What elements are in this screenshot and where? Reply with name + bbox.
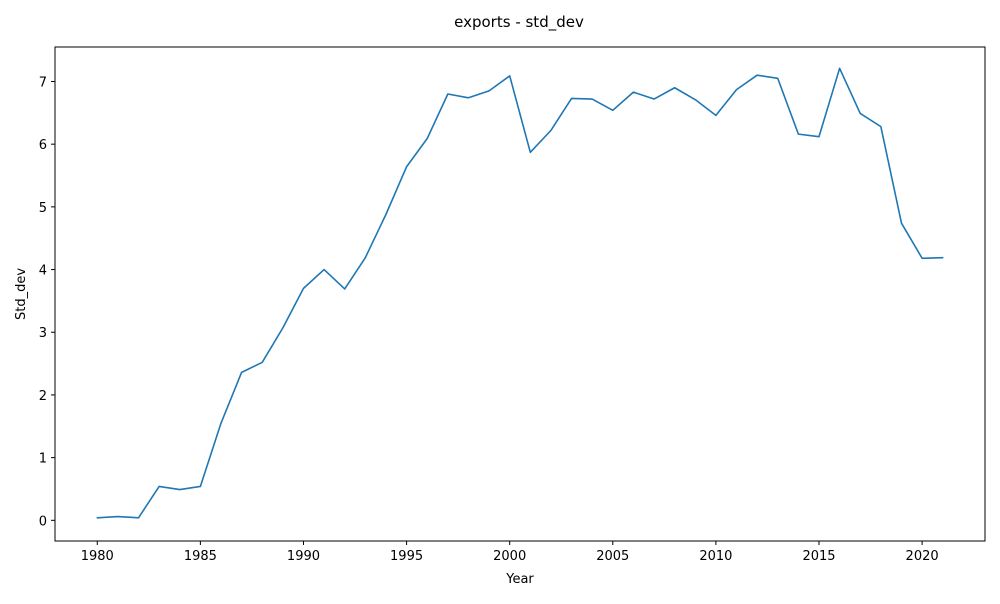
data-point [838,67,841,70]
data-point [219,422,222,425]
data-point [158,485,161,488]
x-tick-label: 2015 [802,549,835,564]
data-point [632,91,635,94]
y-tick-label: 4 [39,264,47,279]
x-tick-label: 1990 [287,549,320,564]
x-tick-label: 2000 [493,549,526,564]
x-tick-label: 1995 [390,549,423,564]
data-point [859,112,862,115]
y-axis-label: Std_dev [14,268,29,320]
data-point [591,98,594,101]
x-tick-label: 2010 [699,549,732,564]
y-tick-label: 3 [39,326,47,341]
x-tick-label: 2020 [906,549,939,564]
data-point [653,98,656,101]
data-point [508,74,511,77]
data-point [323,268,326,271]
data-point [570,97,573,100]
chart-title: exports - std_dev [454,13,584,32]
y-tick-label: 7 [39,75,47,90]
data-point [921,257,924,260]
data-point [281,326,284,329]
x-tick-label: 1985 [184,549,217,564]
data-point [879,125,882,128]
data-point [549,129,552,132]
data-point [529,151,532,154]
plot-frame [54,46,986,542]
y-tick-label: 0 [39,514,47,529]
data-point [818,135,821,138]
series-line [96,67,944,519]
y-axis-ticks: 0 1 2 3 4 5 6 7 [39,75,55,529]
data-point [137,516,140,519]
data-point [116,515,119,518]
data-point [240,371,243,374]
data-point [302,287,305,290]
x-axis-ticks: 1980 1985 1990 1995 2000 2005 2010 2015 2020 [81,541,939,564]
data-point [673,86,676,89]
x-tick-label: 2005 [596,549,629,564]
x-axis-label: Year [505,572,534,587]
x-tick-label: 1980 [81,549,114,564]
plot-area [96,67,944,519]
y-tick-label: 6 [39,138,47,153]
data-point [488,89,491,92]
data-point [199,485,202,488]
data-point [941,256,944,259]
data-point [405,165,408,168]
data-point [467,96,470,99]
y-tick-label: 2 [39,389,47,404]
data-point [96,516,99,519]
data-point [446,93,449,96]
data-point [694,98,697,101]
data-point [797,133,800,136]
y-tick-label: 1 [39,452,47,467]
data-point [900,222,903,225]
data-point [756,74,759,77]
y-tick-label: 5 [39,201,47,216]
data-point [611,109,614,112]
data-point [261,361,264,364]
data-point [714,114,717,117]
data-point [364,256,367,259]
data-point [384,213,387,216]
data-point [735,88,738,91]
data-point [776,77,779,80]
data-point [343,287,346,290]
data-point [426,137,429,140]
data-point [178,488,181,491]
